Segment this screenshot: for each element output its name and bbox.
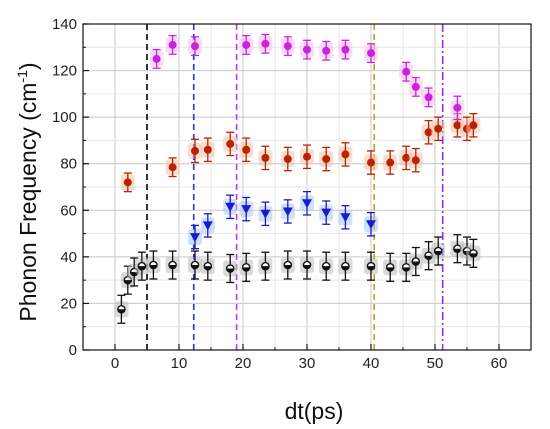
- y-tick-label: 60: [60, 202, 77, 219]
- data-point-fill: [149, 265, 157, 269]
- data-point-fill: [191, 265, 199, 269]
- data-point-fill: [204, 266, 212, 270]
- data-point-fill: [242, 267, 250, 271]
- x-axis-title: dt(ps): [285, 398, 344, 424]
- y-axis-title-main: Phonon Frequency (cm: [15, 83, 41, 322]
- data-point: [152, 54, 161, 63]
- data-point: [366, 220, 376, 230]
- data-point: [261, 39, 270, 48]
- data-point: [191, 146, 199, 155]
- data-point: [203, 145, 212, 154]
- data-point-fill: [322, 266, 330, 270]
- y-tick-label: 20: [60, 295, 77, 312]
- x-tick-label: 30: [299, 355, 316, 372]
- data-point: [469, 121, 478, 130]
- x-tick-label: 60: [491, 355, 508, 372]
- data-point-fill: [284, 265, 292, 269]
- y-tick-label: 100: [52, 109, 77, 126]
- data-point: [190, 233, 200, 243]
- y-tick-label: 40: [60, 249, 77, 266]
- transition-lines: [146, 24, 444, 350]
- data-point: [402, 153, 411, 162]
- data-point-fill: [402, 267, 410, 271]
- x-tick-label: 20: [235, 355, 252, 372]
- grid-lines: [82, 23, 532, 351]
- data-point: [341, 150, 350, 159]
- data-point: [123, 178, 132, 187]
- y-axis-title-superscript: -1: [14, 70, 30, 83]
- data-point: [260, 209, 271, 219]
- data-point: [168, 40, 177, 49]
- data-point: [434, 124, 443, 133]
- data-point: [283, 42, 292, 51]
- data-point: [340, 213, 351, 223]
- series-3: [188, 191, 378, 250]
- y-axis-title-close: ): [15, 62, 41, 70]
- y-tick-label: 80: [60, 156, 77, 173]
- data-point-fill: [169, 265, 177, 269]
- data-point: [386, 158, 395, 167]
- data-point-fill: [425, 255, 433, 260]
- data-point-fill: [386, 267, 394, 271]
- data-point: [411, 82, 420, 91]
- y-tick-label: 120: [52, 63, 77, 80]
- data-point-fill: [226, 268, 234, 273]
- data-point: [341, 45, 350, 54]
- data-point-fill: [117, 309, 125, 313]
- data-point: [242, 145, 251, 154]
- data-point-fill: [469, 253, 477, 257]
- data-point: [302, 199, 312, 209]
- axis-ticks: 0 10 20 30 40 50 60 0 20 40 60 80 100 120 140: [52, 16, 532, 372]
- x-tick-label: 40: [363, 355, 380, 372]
- data-point: [226, 139, 235, 148]
- data-point: [303, 45, 311, 54]
- data-point: [241, 205, 252, 215]
- data-point: [303, 152, 311, 161]
- series-2: [120, 113, 481, 193]
- data-point: [424, 128, 433, 137]
- data-point: [322, 155, 331, 164]
- data-point: [453, 121, 462, 130]
- data-point: [168, 163, 177, 172]
- data-point: [261, 153, 270, 162]
- data-point-fill: [138, 266, 146, 270]
- data-point: [453, 103, 462, 112]
- data-point: [321, 208, 332, 218]
- data-point: [282, 207, 293, 217]
- x-tick-label: 50: [427, 355, 444, 372]
- data-series: [114, 33, 481, 324]
- data-point-fill: [261, 266, 269, 270]
- y-tick-label: 0: [69, 342, 77, 359]
- data-point: [202, 221, 213, 231]
- data-point: [424, 93, 433, 102]
- data-point: [367, 49, 375, 58]
- series-1: [114, 234, 481, 324]
- data-point: [283, 155, 292, 164]
- data-point-fill: [453, 248, 461, 253]
- data-point-fill: [341, 266, 349, 270]
- data-point-fill: [412, 261, 420, 266]
- y-tick-label: 140: [52, 16, 77, 33]
- y-axis-title: Phonon Frequency (cm-1): [14, 62, 41, 321]
- data-point: [242, 40, 251, 49]
- data-point: [367, 158, 375, 167]
- data-point-fill: [303, 265, 311, 269]
- x-tick-label: 0: [111, 355, 119, 372]
- data-point: [191, 42, 199, 51]
- series-4: [149, 33, 465, 121]
- data-point: [225, 202, 236, 212]
- data-point-fill: [367, 266, 375, 270]
- data-point: [402, 67, 411, 76]
- x-tick-label: 10: [171, 355, 188, 372]
- data-point: [411, 156, 420, 165]
- data-point-fill: [434, 251, 442, 255]
- data-point: [322, 46, 331, 55]
- data-point-fill: [124, 280, 132, 284]
